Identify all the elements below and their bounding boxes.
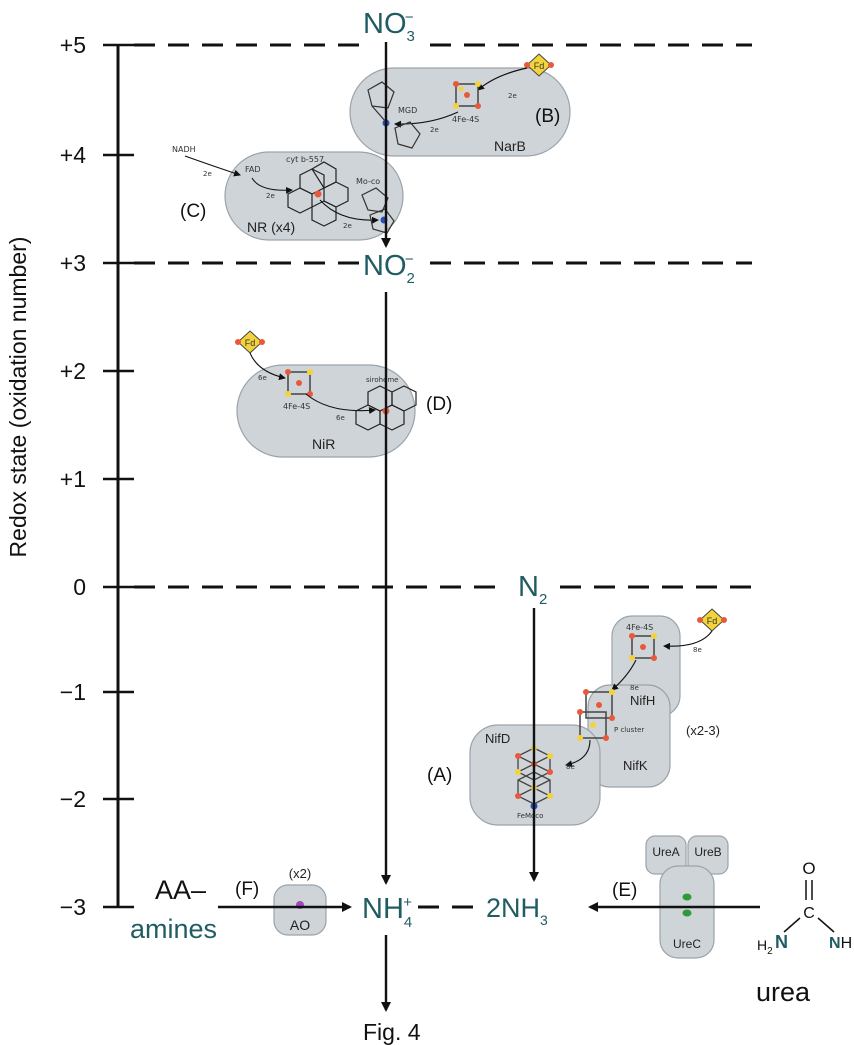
fd-icon: Fd bbox=[524, 53, 554, 77]
pathway-arrows bbox=[218, 42, 760, 1012]
tick-label: 0 bbox=[73, 574, 86, 600]
svg-text:C: C bbox=[803, 905, 815, 922]
p-cluster-icon bbox=[577, 689, 615, 741]
svg-text:FAD: FAD bbox=[245, 165, 261, 174]
svg-text:6e: 6e bbox=[336, 414, 345, 422]
nitrite-label: NO2− bbox=[363, 250, 415, 287]
svg-text:P cluster: P cluster bbox=[614, 726, 644, 734]
svg-text:NADH: NADH bbox=[172, 145, 196, 154]
svg-text:2e: 2e bbox=[508, 92, 517, 100]
enzyme-nir: NiR (D) Fd 6e 4Fe-4S 6e siroheme bbox=[235, 330, 452, 458]
svg-text:Fd: Fd bbox=[707, 616, 718, 626]
amino-acid-label: AA– bbox=[155, 875, 206, 905]
svg-text:4Fe-4S: 4Fe-4S bbox=[452, 115, 479, 124]
svg-text:cyt b-557: cyt b-557 bbox=[286, 155, 324, 164]
nir-label: NiR bbox=[312, 436, 335, 452]
tick-label: +2 bbox=[60, 358, 86, 384]
iron-sulfur-cluster-icon bbox=[285, 369, 313, 397]
svg-text:8e: 8e bbox=[566, 763, 575, 771]
narb-label: NarB bbox=[494, 138, 526, 154]
species-labels: NO3− NO2− N2 NH4+ 2NH3 amines urea bbox=[130, 8, 811, 1007]
nifh-label: NifH bbox=[630, 693, 655, 708]
enzyme-ao: AO (x2) bbox=[273, 866, 327, 936]
svg-text:Mo-co: Mo-co bbox=[356, 177, 380, 186]
svg-text:4Fe-4S: 4Fe-4S bbox=[283, 402, 310, 411]
svg-text:FeMoco: FeMoco bbox=[517, 812, 543, 820]
mgd-cofactor-icon bbox=[367, 81, 421, 149]
svg-text:2e: 2e bbox=[430, 126, 439, 134]
ammonium-label: NH4+ bbox=[362, 893, 412, 931]
ureb-label: UreB bbox=[694, 845, 721, 859]
svg-text:8e: 8e bbox=[693, 646, 702, 654]
tick-label: +4 bbox=[60, 142, 86, 168]
tick-label: +1 bbox=[60, 466, 86, 492]
iron-sulfur-cluster-icon bbox=[629, 633, 657, 661]
multiplier: (x2-3) bbox=[686, 723, 720, 738]
heme-icon bbox=[287, 161, 349, 227]
enzyme-narb: NarB (B) Fd 2e 4Fe-4S 2e MGD bbox=[349, 53, 571, 157]
dinitrogen-label: N2 bbox=[518, 571, 547, 608]
multiplier: (x2) bbox=[289, 866, 311, 881]
amines-label: amines bbox=[130, 914, 217, 944]
fd-icon: Fd bbox=[697, 608, 727, 632]
svg-text:2e: 2e bbox=[203, 170, 212, 178]
axis-title: Redox state (oxidation number) bbox=[5, 237, 31, 558]
nifk-label: NifK bbox=[623, 758, 648, 773]
nif-tag: (A) bbox=[427, 765, 452, 786]
svg-text:2e: 2e bbox=[343, 222, 352, 230]
svg-text:siroheme: siroheme bbox=[366, 376, 398, 384]
tick-label: +3 bbox=[60, 250, 86, 276]
nitrate-label: NO3− bbox=[363, 8, 415, 45]
iron-sulfur-cluster-icon bbox=[453, 81, 481, 109]
svg-text:4Fe-4S: 4Fe-4S bbox=[626, 623, 653, 632]
level-lines bbox=[134, 43, 752, 909]
enzyme-nitrogenase: NifH NifK NifD (x2-3) (A) Fd 8e 4Fe-4S 8… bbox=[427, 608, 727, 826]
iron-icon bbox=[314, 190, 322, 198]
svg-text:O: O bbox=[802, 859, 815, 878]
svg-text:8e: 8e bbox=[630, 684, 639, 692]
urec-label: UreC bbox=[673, 937, 701, 951]
nifd-label: NifD bbox=[485, 731, 510, 746]
urea-label: urea bbox=[756, 977, 811, 1007]
fd-icon: Fd bbox=[235, 330, 265, 354]
narb-tag: (B) bbox=[535, 106, 560, 127]
svg-text:N: N bbox=[775, 932, 788, 952]
svg-text:Fd: Fd bbox=[245, 338, 256, 348]
tick-label: −3 bbox=[60, 894, 86, 920]
ao-tag: (F) bbox=[235, 879, 259, 900]
enzyme-nr: NR (x4) (C) NADH 2e FAD cyt b-557 Mo-co … bbox=[172, 145, 404, 241]
tick-label: +5 bbox=[60, 32, 86, 58]
urea-label: UreA bbox=[652, 845, 679, 859]
redox-axis: +5 +4 +3 +2 +1 0 −1 −2 −3 Redox state (o… bbox=[5, 32, 134, 920]
nickel-icon bbox=[682, 909, 692, 917]
ao-label: AO bbox=[290, 917, 310, 933]
tick-label: −1 bbox=[60, 679, 86, 705]
nir-tag: (D) bbox=[426, 394, 452, 415]
svg-text:6e: 6e bbox=[258, 374, 267, 382]
nickel-icon bbox=[682, 893, 692, 901]
urea-nh: NH bbox=[829, 935, 852, 952]
nr-tag: (C) bbox=[180, 201, 206, 222]
svg-text:2e: 2e bbox=[266, 192, 275, 200]
nr-label: NR (x4) bbox=[247, 219, 295, 235]
tick-label: −2 bbox=[60, 786, 86, 812]
svg-text:MGD: MGD bbox=[398, 106, 417, 115]
svg-text:Fd: Fd bbox=[534, 61, 545, 71]
ammonia-label: 2NH3 bbox=[486, 893, 548, 928]
ure-tag: (E) bbox=[612, 880, 637, 901]
svg-text:H2: H2 bbox=[757, 937, 773, 957]
siroheme-icon bbox=[355, 385, 417, 431]
figure-caption: Fig. 4 bbox=[363, 1019, 421, 1045]
urea-structure: O C H2 N NH bbox=[757, 859, 852, 957]
enzyme-urease: UreA UreB UreC (E) bbox=[612, 835, 729, 959]
